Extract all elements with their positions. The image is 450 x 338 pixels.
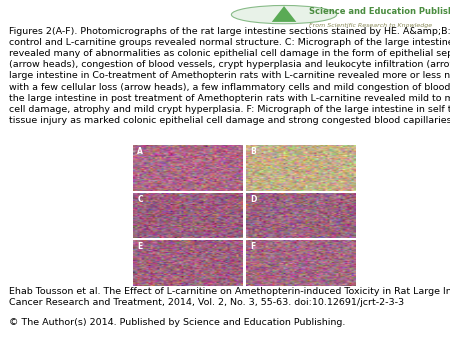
Text: Figures 2(A-F). Photomicrographs of the rat large intestine sections stained by : Figures 2(A-F). Photomicrographs of the … xyxy=(9,27,450,125)
Text: D: D xyxy=(250,195,256,203)
Text: F: F xyxy=(250,242,256,251)
Text: Ehab Tousson et al. The Effect of L-carnitine on Amethopterin-induced Toxicity i: Ehab Tousson et al. The Effect of L-carn… xyxy=(9,287,450,307)
Text: From Scientific Research to Knowledge: From Scientific Research to Knowledge xyxy=(309,23,432,28)
Polygon shape xyxy=(272,6,296,22)
Text: C: C xyxy=(137,195,143,203)
Text: B: B xyxy=(250,147,256,156)
Text: © The Author(s) 2014. Published by Science and Education Publishing.: © The Author(s) 2014. Published by Scien… xyxy=(9,318,346,327)
Text: E: E xyxy=(137,242,142,251)
Text: A: A xyxy=(137,147,143,156)
Circle shape xyxy=(231,5,337,24)
Text: Science and Education Publishing: Science and Education Publishing xyxy=(309,7,450,16)
